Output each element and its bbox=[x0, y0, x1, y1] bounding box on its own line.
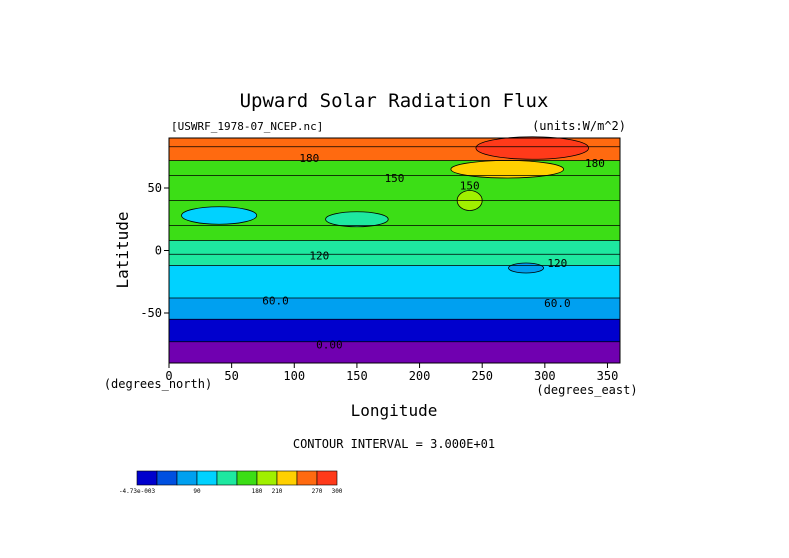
colorbar-label-5: 300 bbox=[332, 488, 343, 495]
colorbar-label-4: 270 bbox=[312, 488, 323, 495]
contour-patch-0 bbox=[475, 136, 590, 160]
latitude-band-3 bbox=[169, 175, 620, 201]
contour-label-6: 60.0 bbox=[262, 295, 289, 308]
latitude-band-9 bbox=[169, 298, 620, 320]
x-tick-label-350: 350 bbox=[597, 369, 619, 383]
contour-label-2: 150 bbox=[385, 172, 405, 185]
y-unit-label: (degrees_north) bbox=[104, 377, 212, 391]
chart-title: Upward Solar Radiation Flux bbox=[240, 90, 549, 112]
x-axis-ticks: 0 50 100 150 200 250 300 350 bbox=[165, 363, 618, 383]
contour-label-3: 150 bbox=[460, 180, 480, 193]
contour-patch-3 bbox=[325, 211, 389, 228]
colorbar-label-2: 180 bbox=[252, 488, 263, 495]
colorbar-swatch-2 bbox=[176, 470, 198, 486]
y-axis-label: Latitude bbox=[113, 211, 132, 288]
x-tick-label-200: 200 bbox=[409, 369, 431, 383]
x-unit-label: (degrees_east) bbox=[536, 383, 637, 397]
contour-label-8: 0.00 bbox=[316, 338, 343, 351]
x-tick-label-250: 250 bbox=[471, 369, 493, 383]
contour-patch-5 bbox=[508, 262, 544, 274]
y-tick-label-50: 50 bbox=[148, 181, 162, 195]
colorbar: -4.73e-003 90 180 210 270 300 bbox=[119, 470, 343, 495]
colorbar-label-3: 210 bbox=[272, 488, 283, 495]
colorbar-swatch-1 bbox=[156, 470, 178, 486]
latitude-band-8 bbox=[169, 265, 620, 298]
colorbar-label-0: -4.73e-003 bbox=[119, 488, 156, 495]
latitude-band-0 bbox=[169, 138, 620, 147]
x-tick-label-50: 50 bbox=[224, 369, 238, 383]
colorbar-swatch-5 bbox=[236, 470, 258, 486]
y-tick-label-0: 0 bbox=[155, 244, 162, 258]
colorbar-swatch-3 bbox=[196, 470, 218, 486]
units-label: (units:W/m^2) bbox=[532, 119, 626, 133]
x-tick-label-150: 150 bbox=[346, 369, 368, 383]
file-label: [USWRF_1978-07_NCEP.nc] bbox=[171, 120, 323, 133]
y-axis-ticks: -50 0 50 bbox=[140, 181, 169, 320]
colorbar-swatch-7 bbox=[276, 470, 298, 486]
latitude-band-11 bbox=[169, 341, 620, 363]
latitude-band-6 bbox=[169, 240, 620, 255]
colorbar-swatch-0 bbox=[136, 470, 158, 486]
x-tick-label-300: 300 bbox=[534, 369, 556, 383]
colorbar-swatch-9 bbox=[316, 470, 338, 486]
contour-patch-2 bbox=[181, 206, 258, 225]
colorbar-swatch-4 bbox=[216, 470, 238, 486]
latitude-band-5 bbox=[169, 225, 620, 241]
latitude-band-10 bbox=[169, 319, 620, 342]
colorbar-label-1: 90 bbox=[193, 488, 201, 495]
contour-interval: CONTOUR INTERVAL = 3.000E+01 bbox=[293, 437, 495, 451]
contour-label-5: 120 bbox=[547, 257, 567, 270]
contour-field bbox=[169, 136, 620, 363]
x-tick-label-0: 0 bbox=[165, 369, 172, 383]
x-tick-label-100: 100 bbox=[283, 369, 305, 383]
contour-label-7: 60.0 bbox=[544, 297, 571, 310]
y-tick-label--50: -50 bbox=[140, 306, 162, 320]
contour-label-0: 180 bbox=[299, 152, 319, 165]
contour-label-4: 120 bbox=[309, 250, 329, 263]
latitude-band-7 bbox=[169, 254, 620, 266]
colorbar-swatch-6 bbox=[256, 470, 278, 486]
colorbar-swatch-8 bbox=[296, 470, 318, 486]
contour-labels: 180 180 150 150 120 120 60.0 60.0 0.00 bbox=[262, 152, 605, 351]
x-axis-label: Longitude bbox=[351, 401, 438, 420]
contour-label-1: 180 bbox=[585, 157, 605, 170]
